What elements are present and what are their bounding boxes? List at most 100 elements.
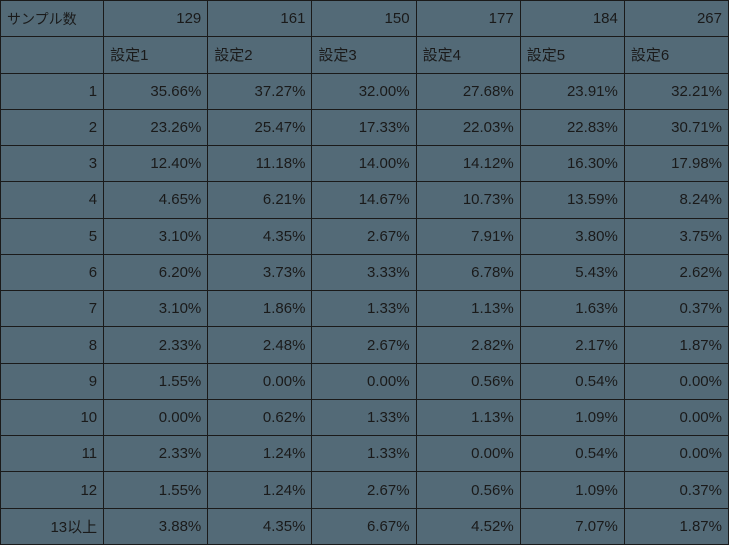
data-cell: 2.33% [104, 327, 208, 363]
row-label-cell: 1 [1, 73, 104, 109]
sample-count-cell: 177 [416, 1, 520, 37]
data-cell: 4.35% [208, 218, 312, 254]
sample-count-cell: 267 [624, 1, 728, 37]
table-row: 73.10%1.86%1.33%1.13%1.63%0.37% [1, 291, 729, 327]
row-label-cell: 12 [1, 472, 104, 508]
table-body: サンプル数 129 161 150 177 184 267 設定1 設定2 設定… [1, 1, 729, 74]
data-cell: 1.13% [416, 291, 520, 327]
data-cell: 12.40% [104, 146, 208, 182]
data-cell: 13.59% [520, 182, 624, 218]
table-row: 112.33%1.24%1.33%0.00%0.54%0.00% [1, 436, 729, 472]
row-label-cell: 13以上 [1, 508, 104, 544]
data-cell: 1.24% [208, 472, 312, 508]
data-cell: 3.88% [104, 508, 208, 544]
table-row: 91.55%0.00%0.00%0.56%0.54%0.00% [1, 363, 729, 399]
data-cell: 11.18% [208, 146, 312, 182]
data-cell: 14.00% [312, 146, 416, 182]
data-cell: 27.68% [416, 73, 520, 109]
data-cell: 0.00% [416, 436, 520, 472]
table-row: 82.33%2.48%2.67%2.82%2.17%1.87% [1, 327, 729, 363]
data-cell: 1.55% [104, 472, 208, 508]
setting-header-cell: 設定1 [104, 37, 208, 73]
data-cell: 6.21% [208, 182, 312, 218]
data-cell: 1.24% [208, 436, 312, 472]
data-cell: 2.67% [312, 472, 416, 508]
data-cell: 1.55% [104, 363, 208, 399]
row-label-cell: 8 [1, 327, 104, 363]
data-cell: 1.63% [520, 291, 624, 327]
data-cell: 25.47% [208, 109, 312, 145]
table-row: 13以上3.88%4.35%6.67%4.52%7.07%1.87% [1, 508, 729, 544]
data-cell: 0.00% [208, 363, 312, 399]
data-cell: 3.10% [104, 291, 208, 327]
setting-header-cell: 設定6 [624, 37, 728, 73]
data-cell: 0.00% [104, 399, 208, 435]
data-cell: 30.71% [624, 109, 728, 145]
row-label-cell: 5 [1, 218, 104, 254]
data-cell: 5.43% [520, 254, 624, 290]
row-label-cell: 3 [1, 146, 104, 182]
table-row: 135.66%37.27%32.00%27.68%23.91%32.21% [1, 73, 729, 109]
data-cell: 10.73% [416, 182, 520, 218]
setting-header-row: 設定1 設定2 設定3 設定4 設定5 設定6 [1, 37, 729, 73]
data-cell: 0.00% [624, 399, 728, 435]
data-cell: 1.09% [520, 399, 624, 435]
row-label-cell: 6 [1, 254, 104, 290]
table-row: 53.10%4.35%2.67%7.91%3.80%3.75% [1, 218, 729, 254]
data-cell: 0.56% [416, 363, 520, 399]
data-cell: 0.00% [312, 363, 416, 399]
sample-count-cell: 129 [104, 1, 208, 37]
data-cell: 22.03% [416, 109, 520, 145]
data-cell: 1.33% [312, 436, 416, 472]
sample-count-row: サンプル数 129 161 150 177 184 267 [1, 1, 729, 37]
data-cell: 3.80% [520, 218, 624, 254]
data-cell: 22.83% [520, 109, 624, 145]
data-cell: 16.30% [520, 146, 624, 182]
table-row: 100.00%0.62%1.33%1.13%1.09%0.00% [1, 399, 729, 435]
setting-header-cell: 設定5 [520, 37, 624, 73]
data-cell: 6.20% [104, 254, 208, 290]
setting-header-cell: 設定3 [312, 37, 416, 73]
data-rows-body: 135.66%37.27%32.00%27.68%23.91%32.21%223… [1, 73, 729, 544]
data-cell: 6.78% [416, 254, 520, 290]
data-cell: 0.00% [624, 436, 728, 472]
data-cell: 2.67% [312, 218, 416, 254]
data-cell: 3.33% [312, 254, 416, 290]
data-table: サンプル数 129 161 150 177 184 267 設定1 設定2 設定… [0, 0, 729, 545]
empty-header-cell [1, 37, 104, 73]
data-cell: 0.54% [520, 363, 624, 399]
data-cell: 1.33% [312, 291, 416, 327]
data-cell: 23.26% [104, 109, 208, 145]
data-cell: 35.66% [104, 73, 208, 109]
row-label-cell: 4 [1, 182, 104, 218]
data-cell: 0.37% [624, 472, 728, 508]
data-cell: 0.56% [416, 472, 520, 508]
table-row: 44.65%6.21%14.67%10.73%13.59%8.24% [1, 182, 729, 218]
data-cell: 0.62% [208, 399, 312, 435]
data-cell: 17.98% [624, 146, 728, 182]
data-cell: 14.67% [312, 182, 416, 218]
data-cell: 2.33% [104, 436, 208, 472]
data-cell: 8.24% [624, 182, 728, 218]
row-label-cell: 2 [1, 109, 104, 145]
data-cell: 23.91% [520, 73, 624, 109]
data-cell: 6.67% [312, 508, 416, 544]
data-cell: 14.12% [416, 146, 520, 182]
data-cell: 4.52% [416, 508, 520, 544]
data-cell: 32.00% [312, 73, 416, 109]
data-cell: 1.86% [208, 291, 312, 327]
data-cell: 3.73% [208, 254, 312, 290]
table-row: 66.20%3.73%3.33%6.78%5.43%2.62% [1, 254, 729, 290]
data-cell: 17.33% [312, 109, 416, 145]
data-cell: 1.33% [312, 399, 416, 435]
data-cell: 7.07% [520, 508, 624, 544]
table-row: 121.55%1.24%2.67%0.56%1.09%0.37% [1, 472, 729, 508]
data-cell: 1.09% [520, 472, 624, 508]
sample-count-cell: 150 [312, 1, 416, 37]
sample-count-cell: 161 [208, 1, 312, 37]
data-cell: 2.82% [416, 327, 520, 363]
row-label-cell: 11 [1, 436, 104, 472]
data-cell: 1.87% [624, 327, 728, 363]
data-cell: 0.37% [624, 291, 728, 327]
data-cell: 0.54% [520, 436, 624, 472]
